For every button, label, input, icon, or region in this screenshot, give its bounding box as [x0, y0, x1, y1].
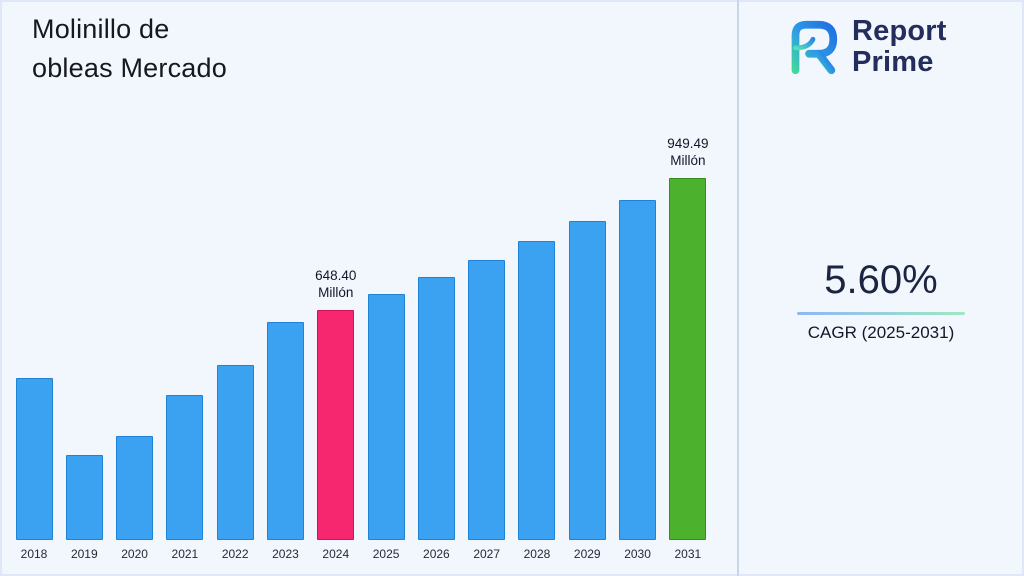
- ticks-row: 2018 2019 2020 2021 2022 2023 2024 2025 2026 2027…: [12, 547, 710, 561]
- x-tick-2027: 2027: [473, 547, 501, 561]
- cagr-label: CAGR (2025-2031): [807, 323, 955, 342]
- x-tick-2030: 2030: [624, 547, 651, 561]
- bars-row: 648.40 Millón 949.49 Millón: [12, 136, 710, 540]
- bar-value-label-2031: 949.49 Millón: [667, 136, 709, 169]
- bar-column-2018: [12, 138, 56, 540]
- x-tick-2018: 2018: [20, 547, 48, 561]
- vertical-divider: [737, 0, 739, 576]
- bar-column-2023: [263, 138, 307, 540]
- x-tick-2024: 2024: [322, 547, 350, 561]
- bar-2026: [417, 277, 455, 540]
- logo-text-prime: Prime: [852, 46, 934, 78]
- bar-2031: [669, 178, 707, 540]
- report-prime-logo-icon: [791, 20, 838, 75]
- x-tick-2028: 2028: [523, 547, 551, 561]
- bar-column-2021: [163, 138, 207, 540]
- bar-column-2022: [213, 138, 257, 540]
- page-title: Molinillo de obleas Mercado: [32, 10, 227, 88]
- bar-column-2019: [62, 138, 106, 540]
- x-tick-2020: 2020: [121, 547, 148, 561]
- right-panel: Report Prime 5.60% CAGR (2025-2031): [738, 0, 1024, 576]
- x-tick-2022: 2022: [221, 547, 249, 561]
- cagr-value: 5.60%: [824, 258, 938, 302]
- bar-column-2030: [616, 138, 660, 540]
- bar-2028: [518, 241, 556, 540]
- bar-column-2028: [515, 138, 559, 540]
- x-tick-2026: 2026: [423, 547, 450, 561]
- bar-value-label-2024: 648.40 Millón: [315, 268, 357, 301]
- bar-2018: [15, 378, 53, 540]
- x-tick-2031: 2031: [674, 547, 702, 561]
- bar-2025: [367, 294, 405, 540]
- x-tick-2021: 2021: [171, 547, 199, 561]
- bar-chart: 648.40 Millón 949.49 Millón 2018 2019 2020 202…: [12, 136, 710, 561]
- report-prime-logo: Report Prime: [780, 16, 947, 78]
- bar-2022: [216, 365, 254, 540]
- bar-column-2025: [364, 138, 408, 540]
- x-tick-2019: 2019: [70, 547, 98, 561]
- bar-2023: [266, 322, 304, 540]
- bar-column-2027: [465, 138, 509, 540]
- page-title-line2: obleas Mercado: [32, 53, 227, 84]
- x-tick-2025: 2025: [372, 547, 400, 561]
- bar-column-2024: 648.40 Millón: [314, 138, 358, 540]
- cagr-block: 5.60% CAGR (2025-2031): [738, 258, 1024, 343]
- logo-text-report: Report: [852, 15, 947, 48]
- bar-2019: [65, 455, 103, 540]
- x-tick-2029: 2029: [573, 547, 601, 561]
- report-prime-logo-text: Report Prime: [852, 16, 947, 77]
- bar-column-2026: [414, 138, 458, 540]
- bar-2030: [619, 200, 657, 540]
- bar-column-2031: 949.49 Millón: [666, 136, 710, 540]
- bar-column-2020: [113, 138, 157, 540]
- page-title-line1: Molinillo de: [32, 14, 170, 44]
- cagr-underline: [797, 312, 965, 315]
- bar-2029: [568, 221, 606, 540]
- bar-2020: [116, 436, 154, 540]
- bar-2021: [166, 395, 204, 540]
- bar-column-2029: [565, 138, 609, 540]
- bar-2024: [317, 310, 355, 540]
- x-tick-2023: 2023: [272, 547, 299, 561]
- bar-2027: [468, 260, 506, 540]
